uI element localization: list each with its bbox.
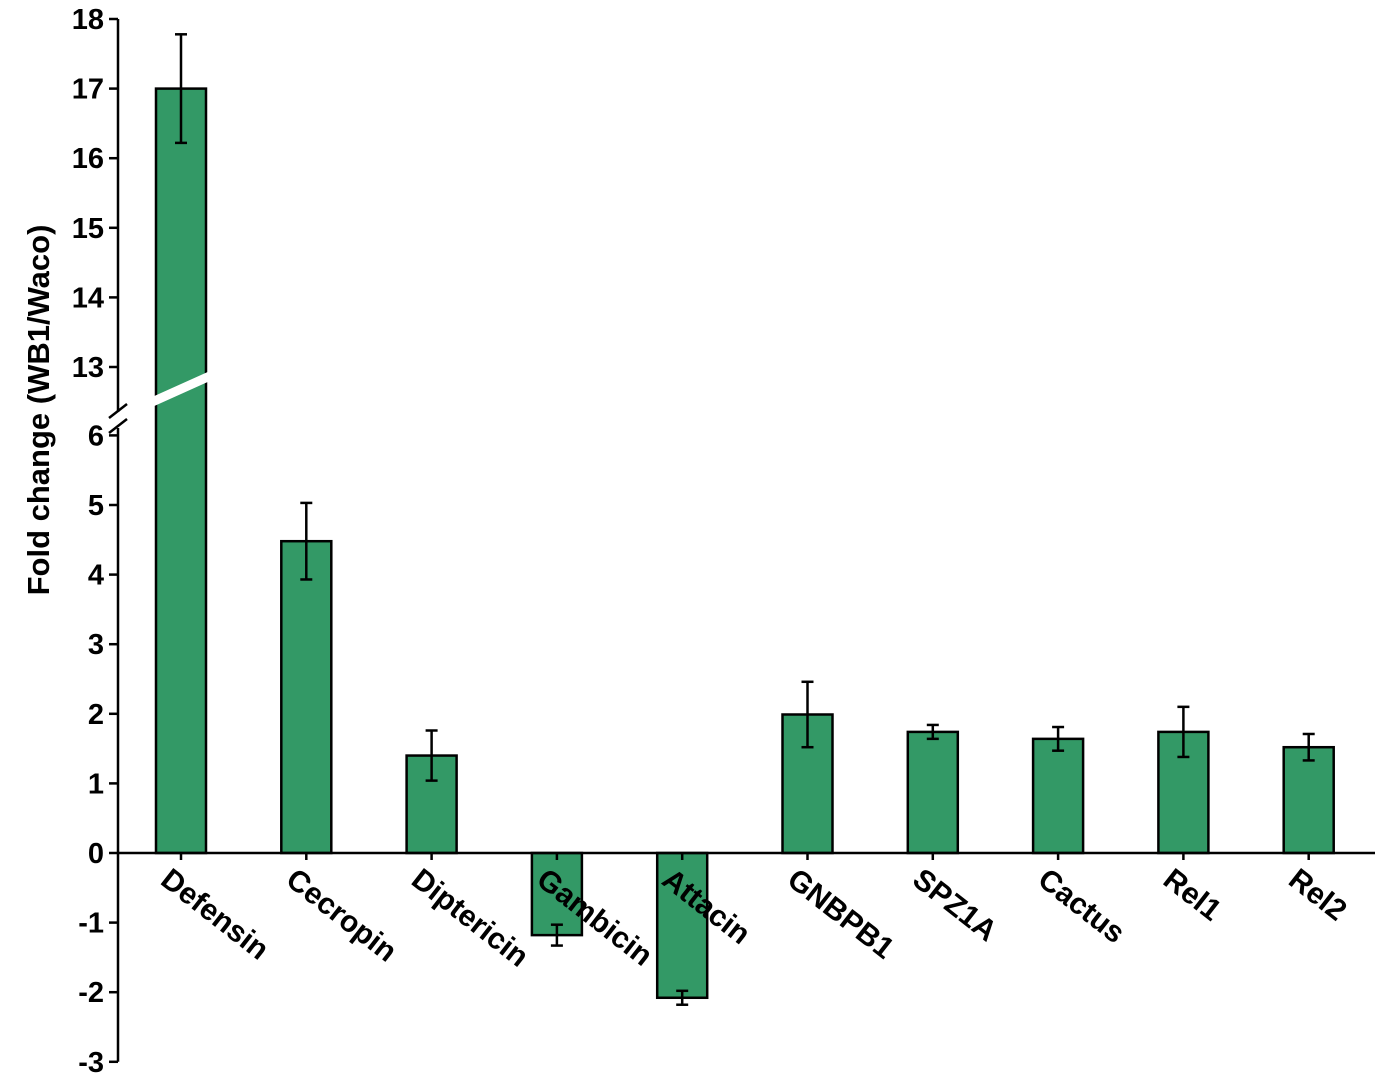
x-tick-label-cecropin: Cecropin [280, 863, 403, 969]
y-tick-label: 1 [88, 768, 104, 800]
y-tick-label: 16 [72, 143, 104, 175]
y-tick-label: 0 [88, 838, 104, 870]
x-tick-label-rel2: Rel2 [1282, 863, 1352, 928]
bar-defensin [154, 87, 208, 855]
y-tick-label: 14 [72, 282, 104, 314]
y-tick-label: -2 [78, 977, 104, 1009]
bar-cactus [1031, 737, 1085, 855]
y-tick-label: 15 [72, 213, 104, 245]
x-tick-label-diptericin: Diptericin [405, 863, 534, 974]
y-tick-label: 2 [88, 699, 104, 731]
y-tick-label: 4 [88, 560, 104, 592]
y-axis-break-mark-bottom [108, 418, 128, 434]
x-tick-label-spz1a: SPZ1A [906, 863, 1003, 949]
y-tick-label: 13 [72, 352, 104, 384]
bars-group [141, 33, 1335, 1006]
y-tick-label: -1 [78, 908, 104, 940]
x-tick-label-defensin: Defensin [155, 863, 275, 967]
x-tick-label-gnbpb1: GNBPB1 [781, 863, 900, 966]
y-tick-label: 18 [72, 4, 104, 36]
x-tick-label-rel1: Rel1 [1157, 863, 1227, 928]
y-tick-label: -3 [78, 1047, 104, 1079]
y-tick-label: 5 [88, 490, 104, 522]
x-tick-label-cactus: Cactus [1032, 863, 1131, 951]
y-axis-title: Fold change (WB1/Waco) [21, 225, 56, 596]
bar-spz1a [906, 730, 960, 855]
bar-cecropin [280, 539, 333, 855]
axes-group [108, 17, 1375, 1064]
labels-group: -3 -2 -1 0 1 2 3 4 5 6 13 14 15 16 17 18 Defensin Cecropi… [72, 4, 1353, 1079]
y-tick-label: 3 [88, 629, 104, 661]
bar-rel2 [1282, 745, 1335, 855]
y-axis-break-mark-top [108, 403, 128, 419]
bar-break-gap [141, 366, 221, 412]
y-tick-label: 17 [72, 74, 104, 106]
y-tick-label: 6 [88, 420, 104, 452]
